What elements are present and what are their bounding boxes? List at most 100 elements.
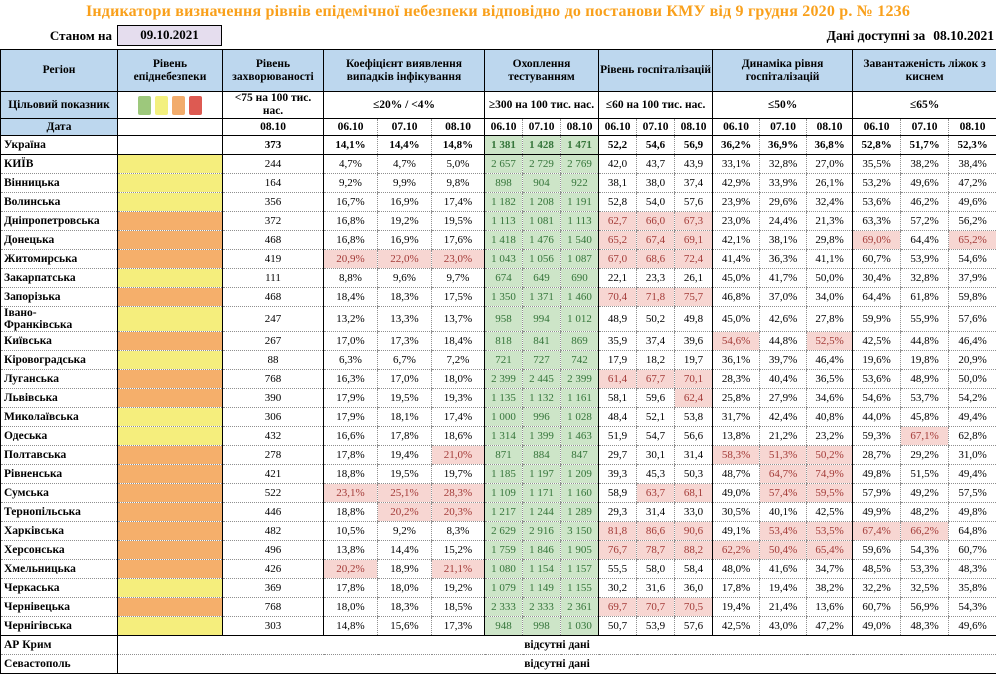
detection-coef-cell: 20,3% xyxy=(431,502,485,523)
morbidity-cell: 111 xyxy=(222,268,324,288)
oxygen-beds-cell: 52,8% xyxy=(852,135,901,155)
hospital-dynamics-cell: 33,1% xyxy=(712,154,760,174)
date-cell: 08.10 xyxy=(948,118,996,136)
detection-coef-cell: 14,8% xyxy=(323,616,378,637)
hospital-dynamics-cell: 43,0% xyxy=(759,616,807,637)
detection-coef-cell: 6,7% xyxy=(377,350,432,371)
hospital-dynamics-cell: 19,4% xyxy=(759,578,807,599)
date-cell: 07.10 xyxy=(759,118,807,136)
hospitalization-cell: 67,7 xyxy=(636,369,675,390)
testing-cell: 2 629 xyxy=(484,521,523,542)
detection-coef-cell: 21,1% xyxy=(431,559,485,580)
testing-cell: 1 418 xyxy=(484,230,523,250)
hospitalization-cell: 56,9 xyxy=(674,135,713,155)
epidemic-level-cell xyxy=(117,249,223,269)
oxygen-beds-cell: 60,7% xyxy=(948,540,996,561)
table-row: Кіровоградська 88 6,3% 6,7% 7,2% 721 727 742 17,… xyxy=(0,350,996,371)
epidemic-level-cell xyxy=(117,173,223,193)
testing-cell: 1 460 xyxy=(559,287,599,307)
hospitalization-cell: 57,6 xyxy=(674,616,713,637)
hospital-dynamics-cell: 40,1% xyxy=(759,502,807,523)
region-cell: Житомирська xyxy=(0,249,118,269)
hospitalization-cell: 48,4 xyxy=(598,407,637,428)
hospitalization-cell: 68,1 xyxy=(674,483,713,504)
oxygen-beds-cell: 48,3% xyxy=(948,559,996,580)
detection-coef-cell: 14,8% xyxy=(431,135,485,155)
date-cell: 07.10 xyxy=(377,118,432,136)
hospital-dynamics-cell: 17,8% xyxy=(712,578,760,599)
oxygen-beds-cell: 48,2% xyxy=(900,502,949,523)
table-row: Чернівецька 768 18,0% 18,3% 18,5% 2 333 2 333 2… xyxy=(0,597,996,618)
oxygen-beds-cell: 19,8% xyxy=(900,350,949,371)
testing-cell: 996 xyxy=(522,407,561,428)
hospital-dynamics-cell: 54,6% xyxy=(712,331,760,352)
region-cell: Миколаївська xyxy=(0,407,118,428)
data-available-label: Дані доступні за xyxy=(826,27,926,43)
hospitalization-cell: 86,6 xyxy=(636,521,675,542)
hospitalization-cell: 55,5 xyxy=(598,559,637,580)
testing-cell: 1 185 xyxy=(484,464,523,485)
table-row: Україна 373 14,1% 14,4% 14,8% 1 381 1 428 1 471… xyxy=(0,135,996,155)
hospitalization-cell: 31,4 xyxy=(636,502,675,523)
oxygen-beds-cell: 32,5% xyxy=(900,578,949,599)
hospital-dynamics-cell: 29,6% xyxy=(759,192,807,212)
testing-cell: 1 056 xyxy=(522,249,561,269)
testing-cell: 1 289 xyxy=(559,502,599,523)
region-cell: Україна xyxy=(0,135,118,155)
morbidity-cell: 247 xyxy=(222,306,324,333)
detection-coef-cell: 15,6% xyxy=(377,616,432,637)
testing-cell: 1 381 xyxy=(484,135,523,155)
testing-cell: 674 xyxy=(484,268,523,288)
testing-cell: 1 350 xyxy=(484,287,523,307)
detection-coef-cell: 18,0% xyxy=(377,578,432,599)
hospital-dynamics-cell: 48,7% xyxy=(712,464,760,485)
hospital-dynamics-cell: 36,3% xyxy=(759,249,807,269)
hospitalization-cell: 50,3 xyxy=(674,464,713,485)
epidemic-level-cell xyxy=(117,211,223,231)
hospital-dynamics-cell: 38,1% xyxy=(759,230,807,250)
region-cell: Хмельницька xyxy=(0,559,118,580)
hospital-dynamics-cell: 40,4% xyxy=(759,369,807,390)
detection-coef-cell: 22,0% xyxy=(377,249,432,269)
region-cell: Херсонська xyxy=(0,540,118,561)
region-cell: Полтавська xyxy=(0,445,118,466)
hospitalization-cell: 59,6 xyxy=(636,388,675,409)
epidemic-level-cell xyxy=(117,540,223,561)
detection-coef-cell: 17,8% xyxy=(323,578,378,599)
hospitalization-cell: 39,6 xyxy=(674,331,713,352)
testing-cell: 884 xyxy=(522,445,561,466)
detection-coef-cell: 17,8% xyxy=(377,426,432,447)
testing-cell: 869 xyxy=(559,331,599,352)
oxygen-beds-cell: 49,6% xyxy=(900,173,949,193)
hospital-dynamics-cell: 23,9% xyxy=(712,192,760,212)
epidemic-level-cell xyxy=(117,464,223,485)
hospitalization-cell: 30,2 xyxy=(598,578,637,599)
detection-coef-cell: 14,1% xyxy=(323,135,378,155)
epidemic-level-cell xyxy=(117,426,223,447)
hospitalization-cell: 62,4 xyxy=(674,388,713,409)
oxygen-beds-cell: 64,4% xyxy=(852,287,901,307)
testing-cell: 922 xyxy=(559,173,599,193)
detection-coef-cell: 18,4% xyxy=(323,287,378,307)
testing-cell: 1 463 xyxy=(559,426,599,447)
oxygen-beds-cell: 49,4% xyxy=(948,464,996,485)
detection-coef-cell: 9,2% xyxy=(377,521,432,542)
detection-coef-cell: 16,9% xyxy=(377,192,432,212)
epidemic-level-cell xyxy=(117,287,223,307)
oxygen-beds-cell: 50,0% xyxy=(948,369,996,390)
detection-coef-cell: 9,9% xyxy=(377,173,432,193)
region-cell: Одеська xyxy=(0,426,118,447)
oxygen-beds-cell: 67,1% xyxy=(900,426,949,447)
hospitalization-cell: 50,7 xyxy=(598,616,637,637)
region-cell: Луганська xyxy=(0,369,118,390)
testing-cell: 1 208 xyxy=(522,192,561,212)
table-row: Харківська 482 10,5% 9,2% 8,3% 2 629 2 916 3 15… xyxy=(0,521,996,542)
hospital-dynamics-cell: 32,8% xyxy=(759,154,807,174)
oxygen-beds-cell: 64,4% xyxy=(900,230,949,250)
epidemic-level-cell xyxy=(117,521,223,542)
detection-coef-cell: 18,8% xyxy=(323,502,378,523)
hospital-dynamics-cell: 64,7% xyxy=(759,464,807,485)
testing-cell: 1 905 xyxy=(559,540,599,561)
detection-coef-cell: 13,3% xyxy=(377,306,432,333)
hospital-dynamics-cell: 50,2% xyxy=(806,445,853,466)
